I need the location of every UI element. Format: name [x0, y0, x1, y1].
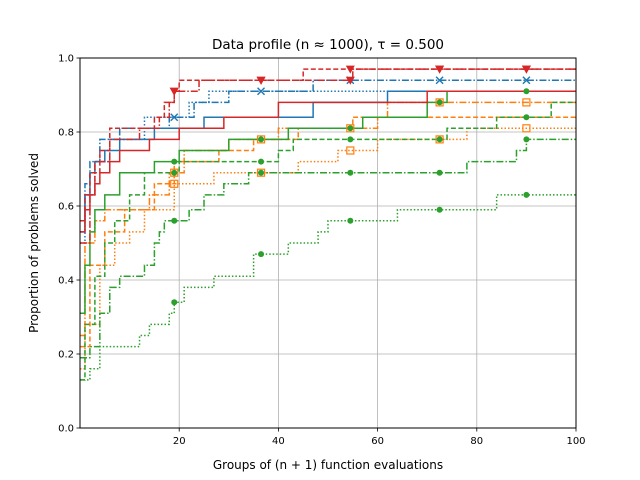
series-marker-6: [258, 136, 265, 143]
series-marker-9: [258, 251, 265, 258]
x-tick-label: 60: [371, 436, 384, 447]
series-marker-12: [345, 76, 355, 85]
plot-area: [80, 58, 576, 428]
series-marker-8: [436, 169, 443, 176]
x-axis-ticks: 20 40 60 80 100: [173, 428, 586, 447]
series-line-4: [80, 127, 576, 370]
x-axis-label: Groups of (n + 1) function evaluations: [213, 458, 443, 472]
series-marker-6: [436, 99, 443, 106]
y-tick-label: 0.8: [58, 128, 74, 139]
y-axis-ticks: 0.0 0.2 0.4 0.6 0.8 1.0: [58, 54, 80, 435]
series-marker-6: [523, 88, 530, 95]
series-marker-8: [258, 169, 265, 176]
y-tick-label: 0.6: [58, 202, 74, 213]
series-marker-7: [171, 169, 178, 176]
series-marker-3: [346, 124, 355, 133]
series-marker-7: [523, 114, 530, 121]
series-line-11: [80, 68, 576, 222]
y-tick-label: 0.2: [58, 350, 74, 361]
chart-title: Data profile (n ≈ 1000), τ = 0.500: [212, 37, 444, 53]
y-tick-label: 1.0: [58, 54, 74, 65]
series-line-12: [80, 68, 576, 244]
series-marker-8: [171, 217, 178, 224]
series-marker-1: [257, 87, 266, 96]
series-marker-9: [347, 217, 354, 224]
series-marker-1: [435, 76, 444, 85]
series-line-6: [80, 90, 576, 315]
series-marker-4: [435, 135, 444, 144]
x-tick-label: 40: [272, 436, 285, 447]
series-marker-1: [522, 76, 531, 85]
plot-frame: [79, 57, 577, 429]
series-marker-11: [345, 65, 355, 74]
series-marker-4: [346, 146, 355, 155]
series-marker-9: [171, 299, 178, 306]
y-tick-label: 0.4: [58, 276, 74, 287]
x-tick-label: 100: [566, 436, 585, 447]
series-marker-3: [522, 98, 531, 107]
series-line-7: [80, 101, 576, 381]
series-marker-9: [523, 191, 530, 198]
x-tick-label: 20: [173, 436, 186, 447]
series-marker-4: [522, 124, 531, 133]
series-marker-7: [347, 136, 354, 143]
x-tick-label: 80: [470, 436, 483, 447]
series-marker-3: [256, 135, 266, 144]
series-marker-4: [256, 168, 266, 177]
series-marker-4: [170, 179, 179, 188]
series-line-8: [80, 138, 576, 359]
y-axis-label: Proportion of problems solved: [27, 153, 41, 333]
series-marker-7: [436, 136, 443, 143]
y-tick-label: 0.0: [58, 424, 74, 435]
series-marker-12: [435, 65, 445, 74]
series-marker-9: [436, 206, 443, 213]
series-marker-3: [435, 98, 444, 107]
series-markers: [169, 65, 531, 306]
series-marker-8: [523, 136, 530, 143]
series-marker-12: [169, 87, 179, 96]
series-marker-1: [170, 113, 179, 122]
series-marker-7: [258, 158, 265, 165]
series-marker-12: [521, 65, 531, 74]
series-marker-6: [347, 125, 354, 132]
series-marker-3: [170, 168, 179, 177]
series-marker-6: [171, 158, 178, 165]
series-marker-8: [347, 169, 354, 176]
data-series-group: [80, 68, 576, 381]
series-marker-12: [256, 76, 266, 85]
